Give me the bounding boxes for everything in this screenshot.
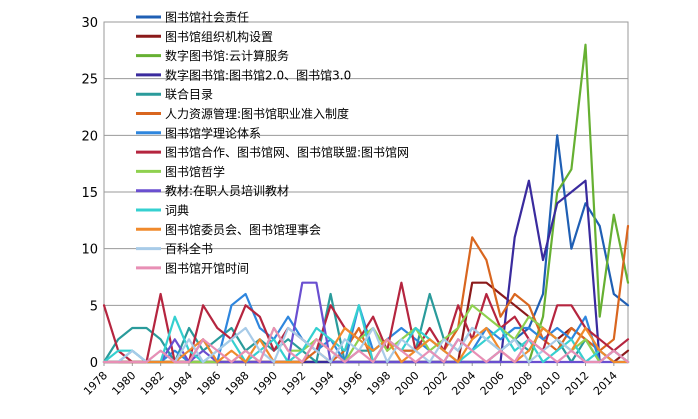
legend-label: 百科全书 bbox=[165, 241, 213, 256]
y-tick-label: 30 bbox=[81, 16, 98, 31]
y-tick-label: 15 bbox=[81, 186, 98, 201]
legend-label: 图书馆开馆时间 bbox=[165, 260, 249, 275]
legend-item: 数字图书馆:图书馆2.0、图书馆3.0 bbox=[136, 67, 351, 82]
x-tick-label: 1992 bbox=[279, 369, 308, 398]
series-line-12 bbox=[102, 326, 630, 364]
x-tick-label: 1994 bbox=[308, 369, 337, 398]
x-tick-label: 2014 bbox=[591, 369, 620, 398]
y-tick-label: 5 bbox=[90, 299, 98, 314]
legend-item: 数字图书馆:云计算服务 bbox=[136, 48, 289, 63]
x-tick-label: 2006 bbox=[478, 369, 507, 398]
legend-item: 人力资源管理:图书馆职业准入制度 bbox=[136, 106, 349, 121]
x-axis-ticks: 1978 1980 1982 1984 1986 1988 1990 1992 1994 1996… bbox=[81, 362, 620, 398]
x-tick-label: 1998 bbox=[364, 369, 393, 398]
x-tick-label: 2004 bbox=[449, 369, 478, 398]
legend-item: 图书馆社会责任 bbox=[136, 10, 249, 25]
series-line-14 bbox=[102, 326, 630, 364]
y-tick-label: 25 bbox=[81, 73, 98, 88]
y-tick-label: 20 bbox=[81, 129, 98, 144]
y-tick-label: 0 bbox=[90, 356, 98, 371]
legend-label: 教材:在职人员培训教材 bbox=[165, 183, 289, 198]
y-axis-ticks: 0 5 10 15 20 25 30 bbox=[81, 16, 98, 371]
series-lines bbox=[102, 43, 630, 364]
x-tick-label: 1980 bbox=[109, 369, 138, 398]
x-tick-label: 1984 bbox=[166, 369, 195, 398]
legend-item: 图书馆委员会、图书馆理事会 bbox=[136, 222, 321, 237]
legend-label: 图书馆合作、图书馆网、图书馆联盟:图书馆网 bbox=[165, 145, 409, 160]
legend-label: 人力资源管理:图书馆职业准入制度 bbox=[165, 106, 349, 121]
legend-item: 教材:在职人员培训教材 bbox=[136, 183, 289, 198]
legend-label: 词典 bbox=[165, 204, 189, 218]
legend-label: 图书馆学理论体系 bbox=[165, 125, 261, 140]
x-tick-label: 1982 bbox=[138, 369, 167, 398]
x-tick-label: 1996 bbox=[336, 369, 365, 398]
x-tick-label: 2008 bbox=[506, 369, 535, 398]
y-tick-label: 10 bbox=[81, 243, 98, 258]
legend-item: 图书馆合作、图书馆网、图书馆联盟:图书馆网 bbox=[136, 145, 409, 160]
x-tick-label: 2000 bbox=[393, 369, 422, 398]
x-tick-label: 1986 bbox=[194, 369, 223, 398]
legend-label: 联合目录 bbox=[165, 87, 213, 102]
legend-item: 联合目录 bbox=[136, 87, 213, 102]
x-tick-label: 2010 bbox=[534, 369, 563, 398]
legend: 图书馆社会责任图书馆组织机构设置数字图书馆:云计算服务数字图书馆:图书馆2.0、… bbox=[136, 10, 409, 275]
legend-label: 图书馆哲学 bbox=[165, 164, 225, 179]
legend-label: 数字图书馆:图书馆2.0、图书馆3.0 bbox=[165, 67, 351, 82]
legend-label: 图书馆组织机构设置 bbox=[165, 29, 273, 44]
legend-item: 百科全书 bbox=[136, 241, 213, 256]
series-line-13 bbox=[102, 326, 630, 364]
legend-label: 图书馆社会责任 bbox=[165, 10, 249, 25]
series-line-11 bbox=[102, 304, 630, 364]
x-tick-label: 2002 bbox=[421, 369, 450, 398]
legend-item: 词典 bbox=[136, 204, 189, 218]
legend-label: 数字图书馆:云计算服务 bbox=[165, 48, 289, 63]
x-tick-label: 1988 bbox=[223, 369, 252, 398]
legend-item: 图书馆开馆时间 bbox=[136, 260, 249, 275]
legend-item: 图书馆哲学 bbox=[136, 164, 225, 179]
legend-item: 图书馆组织机构设置 bbox=[136, 29, 273, 44]
x-tick-label: 2012 bbox=[563, 369, 592, 398]
legend-item: 图书馆学理论体系 bbox=[136, 125, 261, 140]
x-tick-label: 1990 bbox=[251, 369, 280, 398]
x-tick-label: 1978 bbox=[81, 369, 110, 398]
legend-label: 图书馆委员会、图书馆理事会 bbox=[165, 222, 321, 237]
